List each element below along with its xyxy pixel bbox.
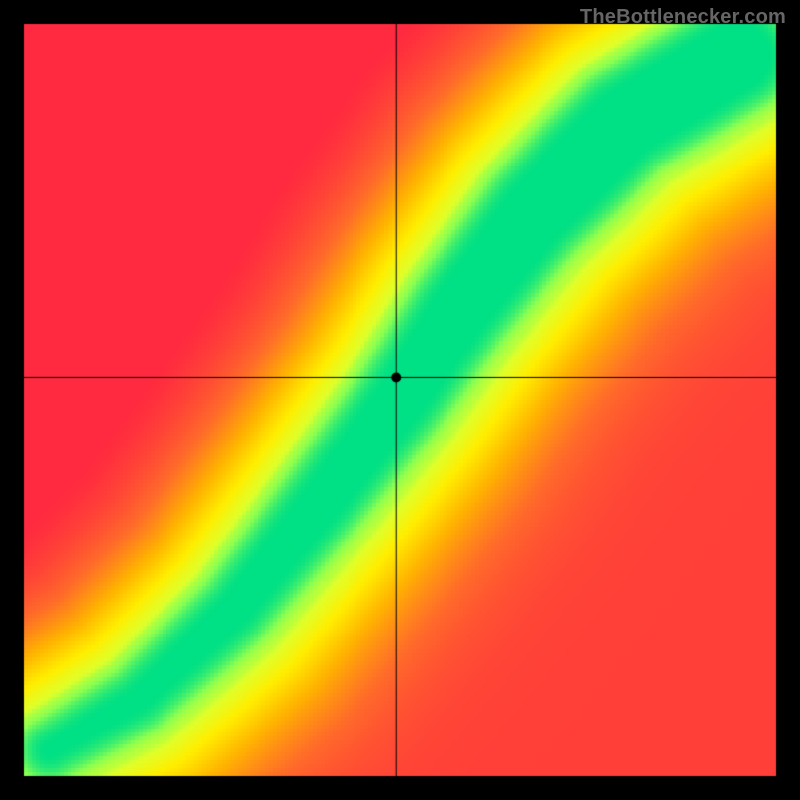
chart-container: TheBottlenecker.com xyxy=(0,0,800,800)
bottleneck-heatmap-canvas xyxy=(0,0,800,800)
attribution-text: TheBottlenecker.com xyxy=(580,6,786,29)
